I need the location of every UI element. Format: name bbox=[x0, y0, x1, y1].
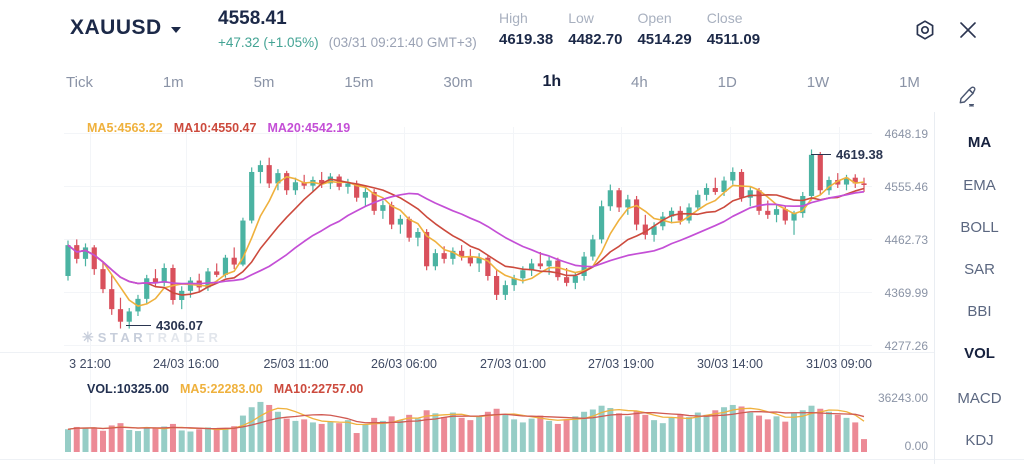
stat-high: High 4619.38 bbox=[499, 10, 553, 48]
price-change: +47.32 (+1.05%) bbox=[218, 35, 319, 50]
settings-button[interactable] bbox=[911, 16, 939, 44]
volume-tick-zero: 0.00 bbox=[904, 439, 928, 453]
panel-separator bbox=[0, 352, 934, 353]
close-button[interactable] bbox=[954, 16, 982, 44]
time-tick-8: 31/03 09:00 bbox=[805, 357, 873, 371]
watermark-text-trader: TRADER bbox=[146, 330, 222, 345]
ma10-legend: MA10:4550.47 bbox=[173, 121, 257, 135]
tab-1w[interactable]: 1W bbox=[806, 73, 830, 91]
indicator-boll[interactable]: BOLL bbox=[960, 219, 999, 236]
star-icon: ✳ bbox=[82, 329, 94, 345]
vol-ma5-legend: MA5:22283.00 bbox=[180, 382, 263, 396]
time-tick-5: 27/03 01:00 bbox=[479, 357, 547, 371]
indicator-bbi[interactable]: BBI bbox=[967, 303, 992, 320]
pencil-icon bbox=[959, 86, 976, 107]
bottom-border bbox=[0, 459, 1024, 460]
close-icon bbox=[960, 22, 976, 38]
low-price-label: 4306.07 bbox=[156, 318, 203, 333]
ma-legend: MA5:4563.22 MA10:4550.47 MA20:4542.19 bbox=[87, 121, 350, 135]
tab-1m-month[interactable]: 1M bbox=[899, 73, 920, 91]
tab-5m[interactable]: 5m bbox=[253, 73, 275, 91]
time-tick-6: 27/03 19:00 bbox=[587, 357, 655, 371]
vol-ma10-legend: MA10:22757.00 bbox=[273, 382, 364, 396]
price-timestamp: (03/31 09:21:40 GMT+3) bbox=[328, 35, 477, 50]
high-price-annotation: 4619.38 bbox=[811, 147, 883, 162]
indicator-macd[interactable]: MACD bbox=[957, 390, 1002, 407]
time-tick-4: 26/03 06:00 bbox=[370, 357, 438, 371]
ohlc-stats: High 4619.38 Low 4482.70 Open 4514.29 Cl… bbox=[499, 10, 760, 48]
last-price: 4558.41 bbox=[218, 8, 287, 29]
indicator-kdj[interactable]: KDJ bbox=[965, 432, 994, 449]
symbol-name: XAUUSD bbox=[70, 16, 162, 39]
stat-close: Close 4511.09 bbox=[707, 10, 760, 48]
stat-close-label: Close bbox=[706, 10, 743, 26]
stat-close-value: 4511.09 bbox=[706, 31, 761, 48]
price-tick-3: 4462.73 bbox=[884, 233, 928, 247]
tab-1d[interactable]: 1D bbox=[717, 73, 737, 91]
timeframe-tabs: Tick 1m 5m 15m 30m 1h 4h 1D 1W 1M bbox=[60, 71, 926, 93]
volume-legend: VOL:10325.00 MA5:22283.00 MA10:22757.00 bbox=[87, 382, 363, 396]
indicator-ma[interactable]: MA bbox=[967, 134, 992, 151]
tab-1m[interactable]: 1m bbox=[162, 73, 184, 91]
symbol-selector[interactable]: XAUUSD bbox=[70, 16, 181, 40]
startrader-watermark: ✳ STAR TRADER bbox=[82, 329, 221, 346]
time-tick-2: 24/03 16:00 bbox=[152, 357, 220, 371]
indicator-vol[interactable]: VOL bbox=[964, 345, 995, 362]
high-price-label: 4619.38 bbox=[836, 147, 883, 162]
low-price-annotation: 4306.07 bbox=[126, 318, 203, 333]
tab-1h[interactable]: 1h bbox=[542, 73, 562, 90]
price-tick-4: 4369.99 bbox=[884, 286, 928, 300]
gear-icon bbox=[916, 20, 934, 40]
tab-4h[interactable]: 4h bbox=[631, 73, 648, 91]
vol-value-legend: VOL:10325.00 bbox=[87, 382, 169, 396]
stat-high-label: High bbox=[499, 10, 528, 26]
price-tick-5: 4277.26 bbox=[884, 339, 928, 353]
draw-tool-button[interactable] bbox=[950, 82, 984, 110]
ma20-legend: MA20:4542.19 bbox=[267, 121, 351, 135]
tab-30m[interactable]: 30m bbox=[443, 73, 473, 91]
price-tick-1: 4648.19 bbox=[884, 127, 928, 141]
annotation-line bbox=[126, 325, 151, 326]
time-tick-1: 3 21:00 bbox=[69, 357, 111, 371]
stat-high-value: 4619.38 bbox=[499, 31, 554, 48]
stat-open-label: Open bbox=[637, 10, 672, 26]
volume-tick-max: 36243.00 bbox=[877, 391, 928, 405]
stat-low-value: 4482.70 bbox=[568, 31, 623, 48]
annotation-line bbox=[811, 154, 831, 155]
stat-low: Low 4482.70 bbox=[568, 10, 622, 48]
stat-open-value: 4514.29 bbox=[637, 31, 692, 48]
candlestick-chart[interactable] bbox=[64, 113, 872, 459]
stat-open: Open 4514.29 bbox=[637, 10, 691, 48]
ma5-legend: MA5:4563.22 bbox=[87, 121, 163, 135]
price-tick-2: 4555.46 bbox=[884, 180, 928, 194]
tab-15m[interactable]: 15m bbox=[344, 73, 374, 91]
stat-low-label: Low bbox=[568, 10, 594, 26]
chevron-down-icon bbox=[170, 26, 181, 33]
sidebar-divider bbox=[934, 112, 935, 464]
tab-tick[interactable]: Tick bbox=[66, 73, 93, 91]
indicator-ema[interactable]: EMA bbox=[963, 177, 996, 194]
indicator-sar[interactable]: SAR bbox=[964, 261, 995, 278]
time-tick-7: 30/03 14:00 bbox=[696, 357, 764, 371]
watermark-text-star: STAR bbox=[97, 330, 147, 345]
time-tick-3: 25/03 11:00 bbox=[263, 357, 329, 371]
